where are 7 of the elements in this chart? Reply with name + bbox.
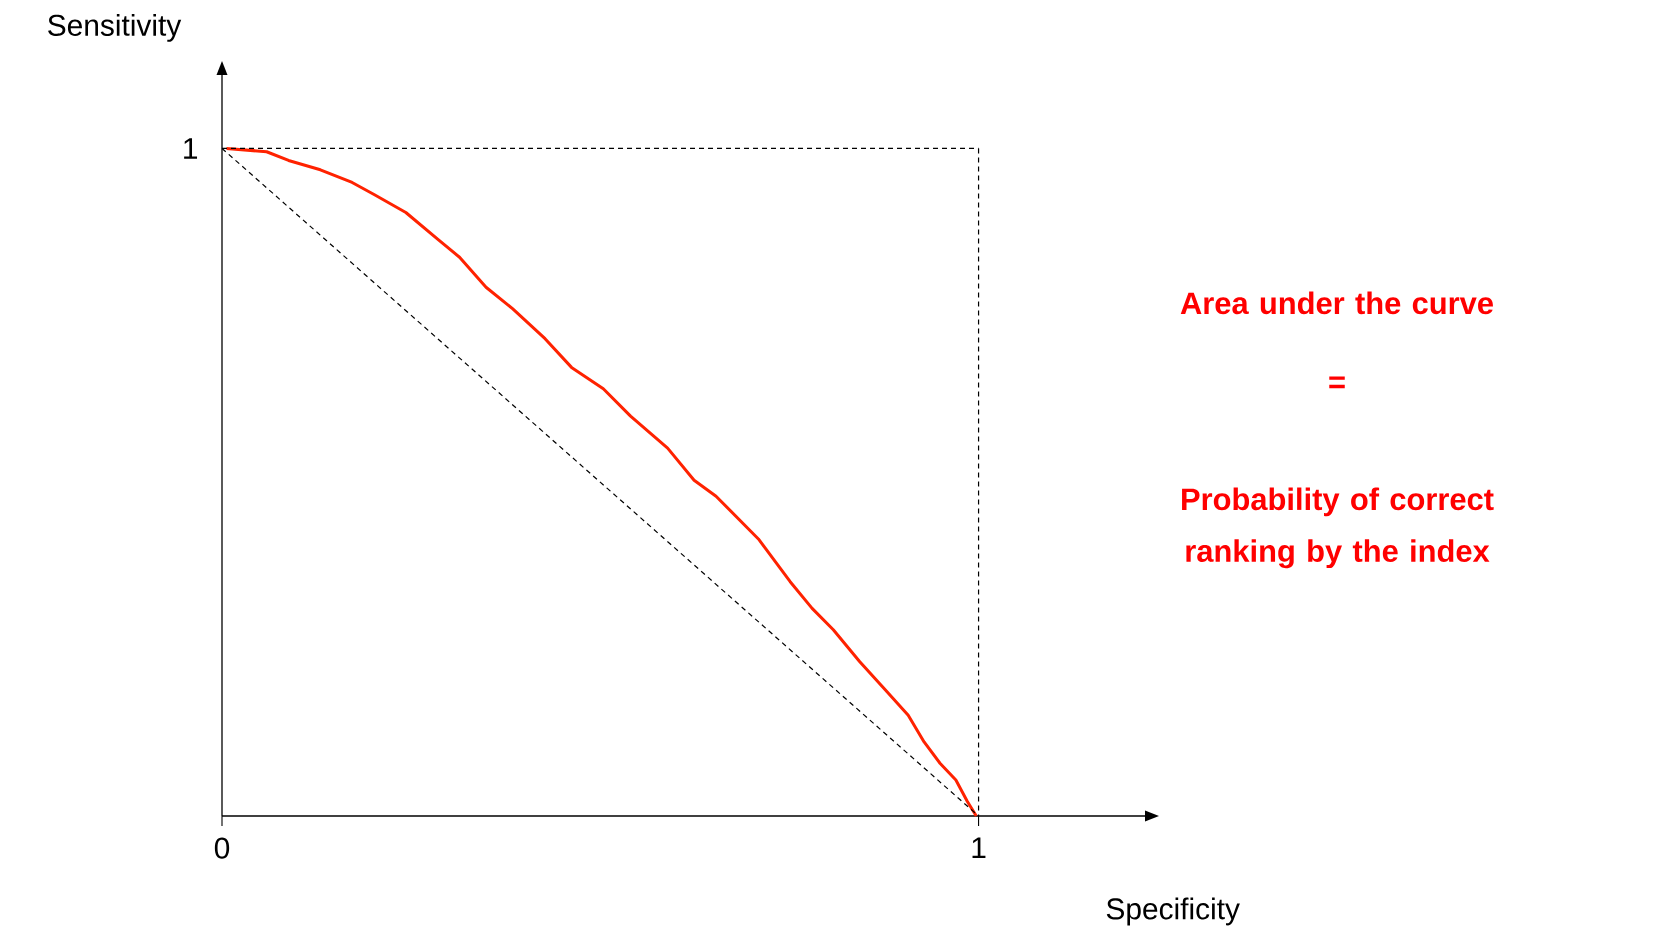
text: = [1329, 376, 1345, 389]
y-axis-title: Sensitivity [48, 13, 182, 42]
text: Probability of correct ranking by the index [1182, 487, 1494, 569]
x-tick-label: 0 [214, 837, 230, 859]
text: Area under the curve [1180, 291, 1493, 315]
annotation: 1 [184, 138, 198, 159]
x-axis-title: Specificity [1106, 897, 1240, 926]
